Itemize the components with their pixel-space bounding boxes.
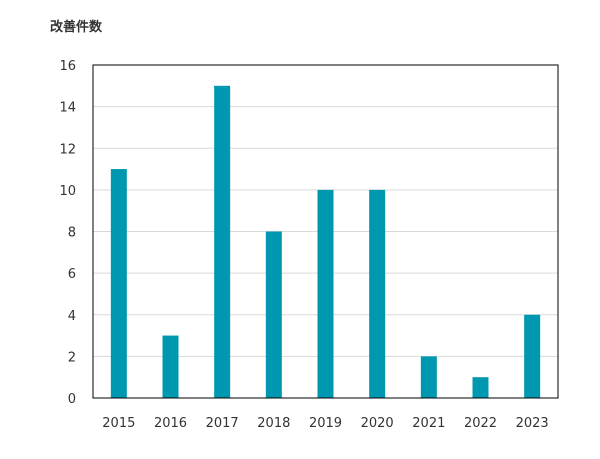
y-tick-label: 10 bbox=[59, 184, 76, 199]
bar-2019 bbox=[317, 189, 334, 398]
x-tick-label: 2023 bbox=[516, 416, 549, 431]
y-tick-label: 14 bbox=[59, 101, 76, 116]
x-tick-labels: 2015 2016 2017 2018 2019 2020 2021 2022 2023 bbox=[102, 416, 548, 431]
plot-frame bbox=[92, 64, 559, 399]
bar-2023 bbox=[524, 314, 541, 398]
x-tick-label: 2017 bbox=[206, 416, 239, 431]
x-tick-label: 2016 bbox=[154, 416, 187, 431]
y-tick-label: 8 bbox=[68, 226, 76, 241]
x-tick-label: 2018 bbox=[257, 416, 290, 431]
bar-2015 bbox=[110, 169, 127, 398]
y-tick-label: 2 bbox=[68, 350, 76, 365]
bar-2018 bbox=[265, 231, 282, 398]
bar-2020 bbox=[369, 189, 386, 398]
bar-2016 bbox=[162, 335, 179, 398]
y-axis-title: 改善件数 bbox=[50, 20, 103, 35]
y-tick-label: 4 bbox=[68, 309, 76, 324]
y-tick-label: 16 bbox=[59, 59, 76, 74]
y-tick-label: 0 bbox=[68, 392, 76, 407]
x-tick-label: 2019 bbox=[309, 416, 342, 431]
bar-2021 bbox=[420, 356, 437, 398]
bars bbox=[110, 85, 541, 398]
bar-2017 bbox=[214, 85, 231, 398]
y-tick-labels: 0 2 4 6 8 10 12 14 16 bbox=[59, 59, 76, 407]
x-tick-label: 2020 bbox=[361, 416, 394, 431]
bar-2022 bbox=[472, 377, 489, 398]
x-tick-label: 2022 bbox=[464, 416, 497, 431]
x-tick-label: 2021 bbox=[412, 416, 445, 431]
y-tick-label: 12 bbox=[59, 142, 76, 157]
x-tick-label: 2015 bbox=[102, 416, 135, 431]
y-tick-label: 6 bbox=[68, 267, 76, 282]
